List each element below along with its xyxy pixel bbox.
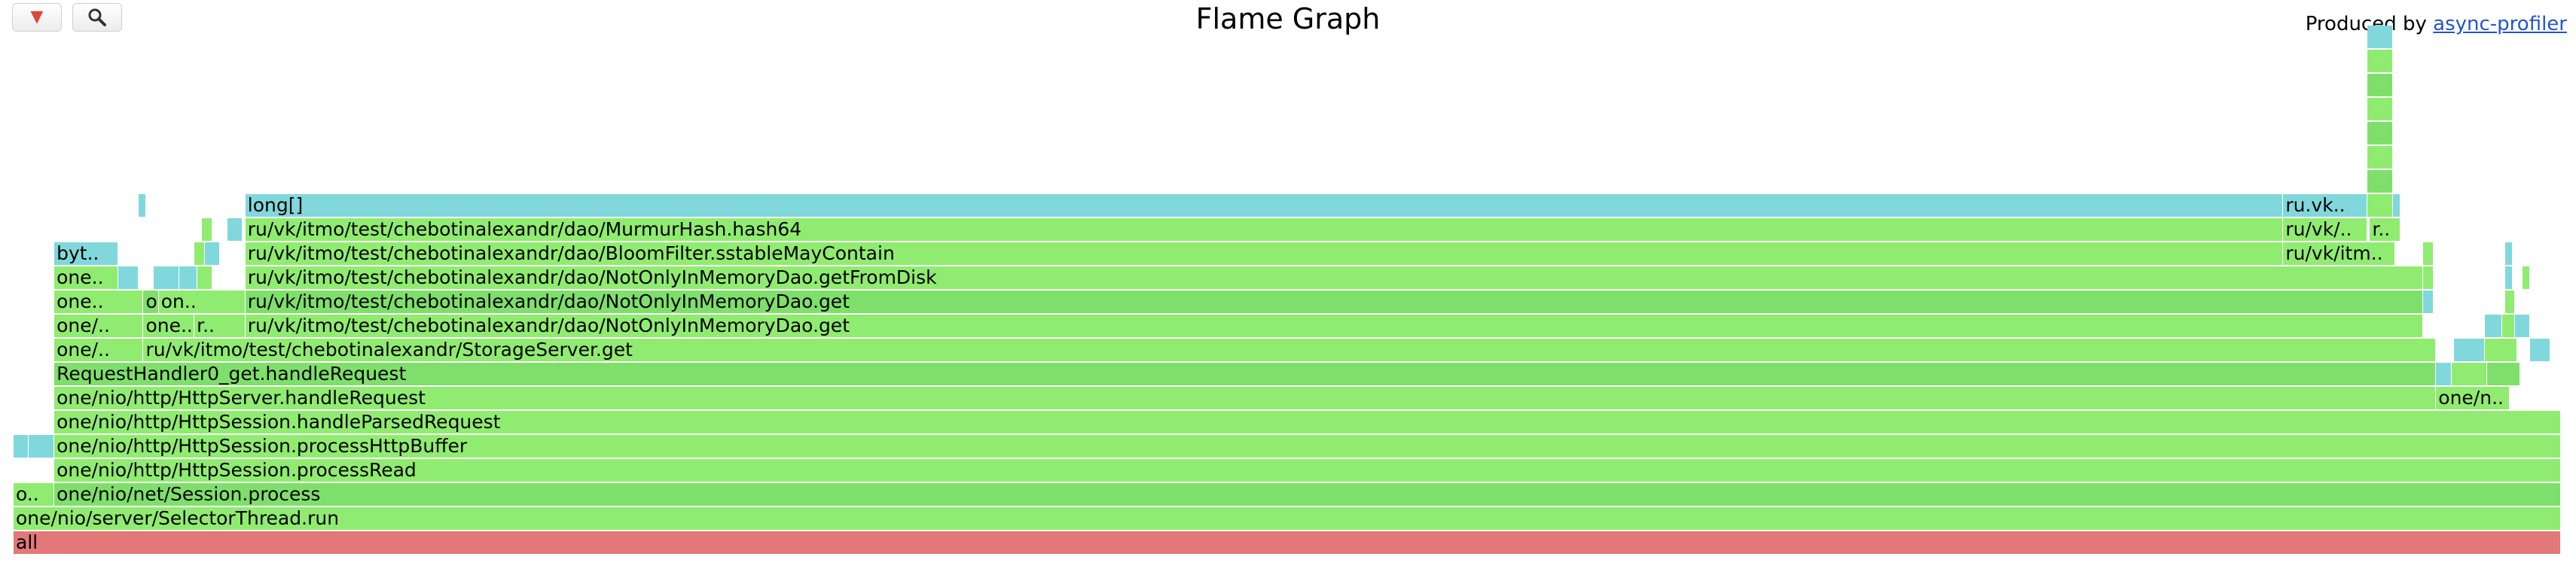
page-title: Flame Graph [1195,2,1381,35]
frame[interactable]: ru/vk/itmo/test/chebotinalexandr/dao/Not… [245,315,2424,337]
frame[interactable]: on.. [143,290,159,313]
frame-unlabeled[interactable] [227,218,243,241]
frame[interactable]: one.. [143,315,195,337]
frame[interactable]: ru/vk/itm.. [2283,242,2396,265]
frame[interactable]: on.. [158,290,246,313]
frame-unlabeled[interactable] [2515,315,2531,337]
frame-unlabeled[interactable] [138,194,146,217]
frame-unlabeled[interactable] [197,266,212,289]
collapse-button[interactable]: ▼ [12,3,62,32]
triangle-down-icon: ▼ [30,8,44,26]
frame-unlabeled[interactable] [2523,266,2531,289]
frame[interactable]: one/nio/http/HttpSession.processHttpBuff… [54,435,2561,458]
async-profiler-link[interactable]: async-profiler [2433,13,2567,35]
frame[interactable]: ru/vk/itmo/test/chebotinalexandr/dao/Mur… [245,218,2284,241]
frame-unlabeled[interactable] [14,435,29,458]
frame[interactable]: o.. [14,483,55,506]
frame-unlabeled[interactable] [2436,363,2452,385]
frame-unlabeled[interactable] [202,218,212,241]
frame[interactable]: ru/vk/.. [2283,218,2367,241]
frame-unlabeled[interactable] [2484,339,2518,361]
search-button[interactable] [72,3,122,32]
frame[interactable]: one/nio/http/HttpSession.processRead [54,459,2561,482]
frame[interactable]: one/nio/server/SelectorThread.run [14,507,2561,530]
frame-unlabeled[interactable] [29,435,55,458]
frame-unlabeled[interactable] [2504,266,2513,289]
frame[interactable]: ru/vk/itmo/test/chebotinalexandr/Storage… [143,339,2437,361]
frame[interactable]: ru/vk/itmo/test/chebotinalexandr/dao/Not… [245,266,2424,289]
frame[interactable]: r.. [194,315,246,337]
frame-unlabeled[interactable] [2367,26,2393,48]
frame-unlabeled[interactable] [2502,315,2516,337]
frame-unlabeled[interactable] [179,266,197,289]
frame-unlabeled[interactable] [2530,339,2551,361]
frame-unlabeled[interactable] [2367,98,2393,120]
frame[interactable]: all [14,531,2561,554]
frame-unlabeled[interactable] [2504,242,2513,265]
frame-unlabeled[interactable] [2486,363,2520,385]
frame-unlabeled[interactable] [2423,242,2434,265]
frame[interactable]: one/.. [54,315,144,337]
frame-unlabeled[interactable] [118,266,139,289]
frame-unlabeled[interactable] [194,242,205,265]
frame[interactable]: r.. [2370,218,2401,241]
frame[interactable]: one/nio/http/HttpSession.handleParsedReq… [54,411,2561,433]
frame-unlabeled[interactable] [2504,290,2516,313]
frame[interactable]: one/n.. [2436,387,2510,409]
frame[interactable]: one/nio/http/HttpServer.handleRequest [54,387,2437,409]
frame-unlabeled[interactable] [204,242,220,265]
frame[interactable]: RequestHandler0_get.handleRequest [54,363,2437,385]
frame-unlabeled[interactable] [2453,339,2485,361]
frame[interactable]: one.. [54,290,144,313]
frame-unlabeled[interactable] [2484,315,2503,337]
frame-unlabeled[interactable] [2392,194,2401,217]
frame-unlabeled[interactable] [154,266,179,289]
frame[interactable]: byt.. [54,242,118,265]
frame[interactable]: one/.. [54,339,144,361]
frame[interactable]: ru.vk.. [2283,194,2367,217]
frame-unlabeled[interactable] [2367,74,2393,96]
frame-unlabeled[interactable] [2367,122,2393,144]
frame-unlabeled[interactable] [2367,146,2393,169]
frame[interactable]: ru/vk/itmo/test/chebotinalexandr/dao/Blo… [245,242,2284,265]
search-icon [87,7,108,28]
frame[interactable]: one.. [54,266,118,289]
frame-unlabeled[interactable] [2451,363,2487,385]
produced-by-label: Produced by [2305,13,2434,35]
frame-unlabeled[interactable] [2367,170,2393,193]
produced-by: Produced by async-profiler [2306,12,2567,36]
frame[interactable]: long[] [245,194,2284,217]
frame[interactable]: one/nio/net/Session.process [54,483,2561,506]
frame-unlabeled[interactable] [2367,50,2393,72]
frame-unlabeled[interactable] [2423,290,2434,313]
frame-unlabeled[interactable] [2423,266,2434,289]
frame[interactable]: ru/vk/itmo/test/chebotinalexandr/dao/Not… [245,290,2424,313]
frame-unlabeled[interactable] [2367,194,2393,217]
